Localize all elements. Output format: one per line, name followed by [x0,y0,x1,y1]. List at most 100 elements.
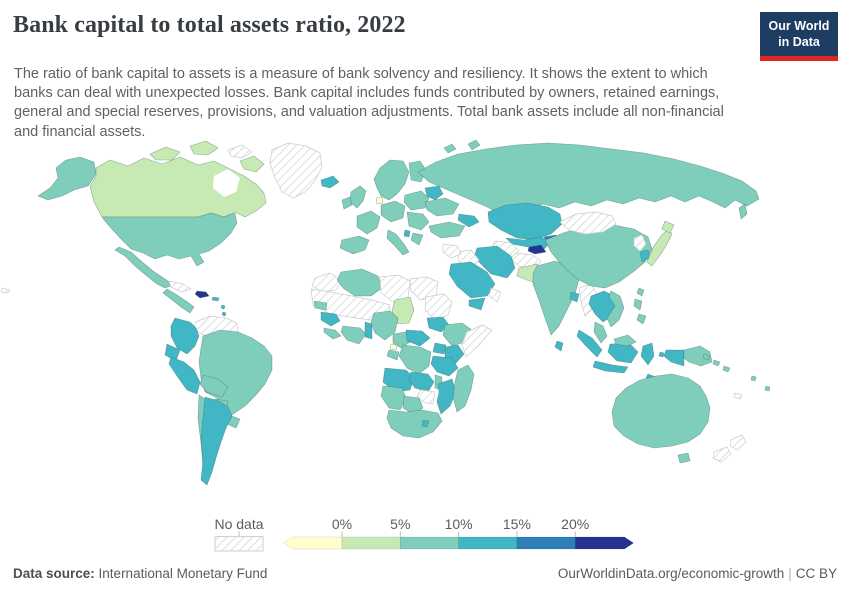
country-morocco[interactable] [311,272,343,293]
country-novaya-zemlya[interactable] [467,139,481,151]
country-philippines-luzon[interactable] [633,298,643,311]
country-tasmania[interactable] [677,452,691,464]
country-saudi-arabia[interactable] [448,261,496,299]
country-albania[interactable] [403,229,411,238]
country-caucasus[interactable] [457,213,480,228]
country-mozambique[interactable] [436,378,457,415]
country-sulawesi[interactable] [640,342,655,366]
country-balkans-romania[interactable] [406,211,430,231]
legend-bin-1[interactable] [341,536,401,550]
legend-bin-0[interactable] [283,536,343,550]
legend-bin-4[interactable] [516,536,576,550]
country-sri-lanka[interactable] [554,340,564,352]
country-gabon-congo[interactable] [386,349,400,361]
country-france[interactable] [356,210,381,235]
country-solomon-1[interactable] [702,353,711,361]
legend-no-data-swatch[interactable] [214,536,264,552]
country-sabah-sarawak[interactable] [613,334,637,347]
country-belarus[interactable] [424,185,444,201]
country-fiji[interactable] [764,385,771,392]
country-dominican-republic[interactable] [194,290,210,299]
country-papua[interactable] [663,349,685,367]
legend-bin-3[interactable] [458,536,518,550]
country-guinea[interactable] [320,311,341,327]
country-madagascar[interactable] [452,364,475,413]
country-spain-portugal[interactable] [339,235,370,255]
country-ivory-coast-ghana[interactable] [340,325,367,345]
country-tajikistan[interactable] [527,244,547,255]
country-uganda[interactable] [432,342,447,355]
country-equatorial-guinea[interactable] [389,343,398,351]
country-united-states[interactable] [101,212,238,267]
country-ireland[interactable] [341,196,353,210]
country-north-korea[interactable] [633,234,647,252]
country-oman[interactable] [488,287,502,303]
country-solomon-3[interactable] [722,365,731,373]
country-namibia[interactable] [380,385,407,411]
country-algeria[interactable] [336,268,383,297]
country-sumatra[interactable] [576,329,603,358]
country-greece[interactable] [410,232,424,246]
country-pacific-speck[interactable] [0,287,11,294]
country-benin-togo[interactable] [364,321,373,340]
country-poland-baltics[interactable] [403,190,430,211]
country-tanzania[interactable] [430,355,459,377]
legend-bin-2[interactable] [400,536,459,550]
country-baffin-island[interactable] [239,155,265,173]
country-lesser-antilles-2[interactable] [221,311,227,317]
country-denmark[interactable] [375,196,384,205]
country-puerto-rico[interactable] [211,296,220,302]
country-zimbabwe[interactable] [416,389,436,405]
country-japan-hokkaido[interactable] [661,220,675,234]
country-lesotho[interactable] [421,419,430,428]
country-new-zealand-south[interactable] [712,446,732,463]
license-link[interactable]: CC BY [795,566,837,581]
country-germany-central-europe[interactable] [380,200,406,223]
country-svalbard[interactable] [443,143,457,154]
country-greenland[interactable] [269,142,323,199]
country-borneo[interactable] [607,342,639,364]
country-cuba[interactable] [168,280,192,293]
country-japan-honshu[interactable] [646,228,673,267]
country-sakhalin[interactable] [738,203,748,220]
country-argentina[interactable] [200,396,233,486]
country-australia[interactable] [611,373,711,449]
country-dr-congo[interactable] [398,344,432,375]
country-alaska[interactable] [37,156,97,201]
country-sudan[interactable] [424,293,453,321]
country-colombia[interactable] [170,317,200,355]
country-somalia[interactable] [461,324,493,358]
country-brazil[interactable] [198,329,273,422]
country-central-african-republic[interactable] [405,329,431,347]
country-moluccas[interactable] [658,351,665,358]
country-sierra-leone-liberia[interactable] [323,327,342,340]
country-arctic-island-3[interactable] [227,144,253,159]
country-mexico[interactable] [114,246,174,289]
country-new-zealand-north[interactable] [729,434,747,451]
country-vanuatu[interactable] [750,375,757,382]
country-nigeria[interactable] [370,310,399,341]
country-turkey[interactable] [428,221,466,239]
country-united-kingdom[interactable] [349,185,367,209]
country-arctic-island-1[interactable] [149,146,181,161]
country-south-africa[interactable] [386,409,443,439]
country-lesser-antilles-1[interactable] [220,304,226,310]
owid-url-link[interactable]: OurWorldinData.org/economic-growth [557,566,785,581]
country-italy[interactable] [386,229,410,256]
country-yemen[interactable] [468,297,486,311]
country-canada[interactable] [89,156,267,218]
country-new-caledonia[interactable] [733,392,743,400]
country-philippines-mindanao[interactable] [636,313,647,325]
country-bolivia[interactable] [199,374,229,398]
country-kazakhstan[interactable] [487,202,563,241]
country-ukraine[interactable] [424,197,460,217]
country-angola[interactable] [382,367,415,393]
owid-logo[interactable]: Our World in Data [760,12,838,61]
country-iceland[interactable] [320,175,340,189]
country-taiwan[interactable] [636,287,645,297]
country-syria-jordan[interactable] [442,243,462,259]
country-papua-new-guinea[interactable] [683,345,713,367]
country-arctic-island-2[interactable] [189,140,219,156]
legend-bin-5[interactable] [574,536,634,550]
